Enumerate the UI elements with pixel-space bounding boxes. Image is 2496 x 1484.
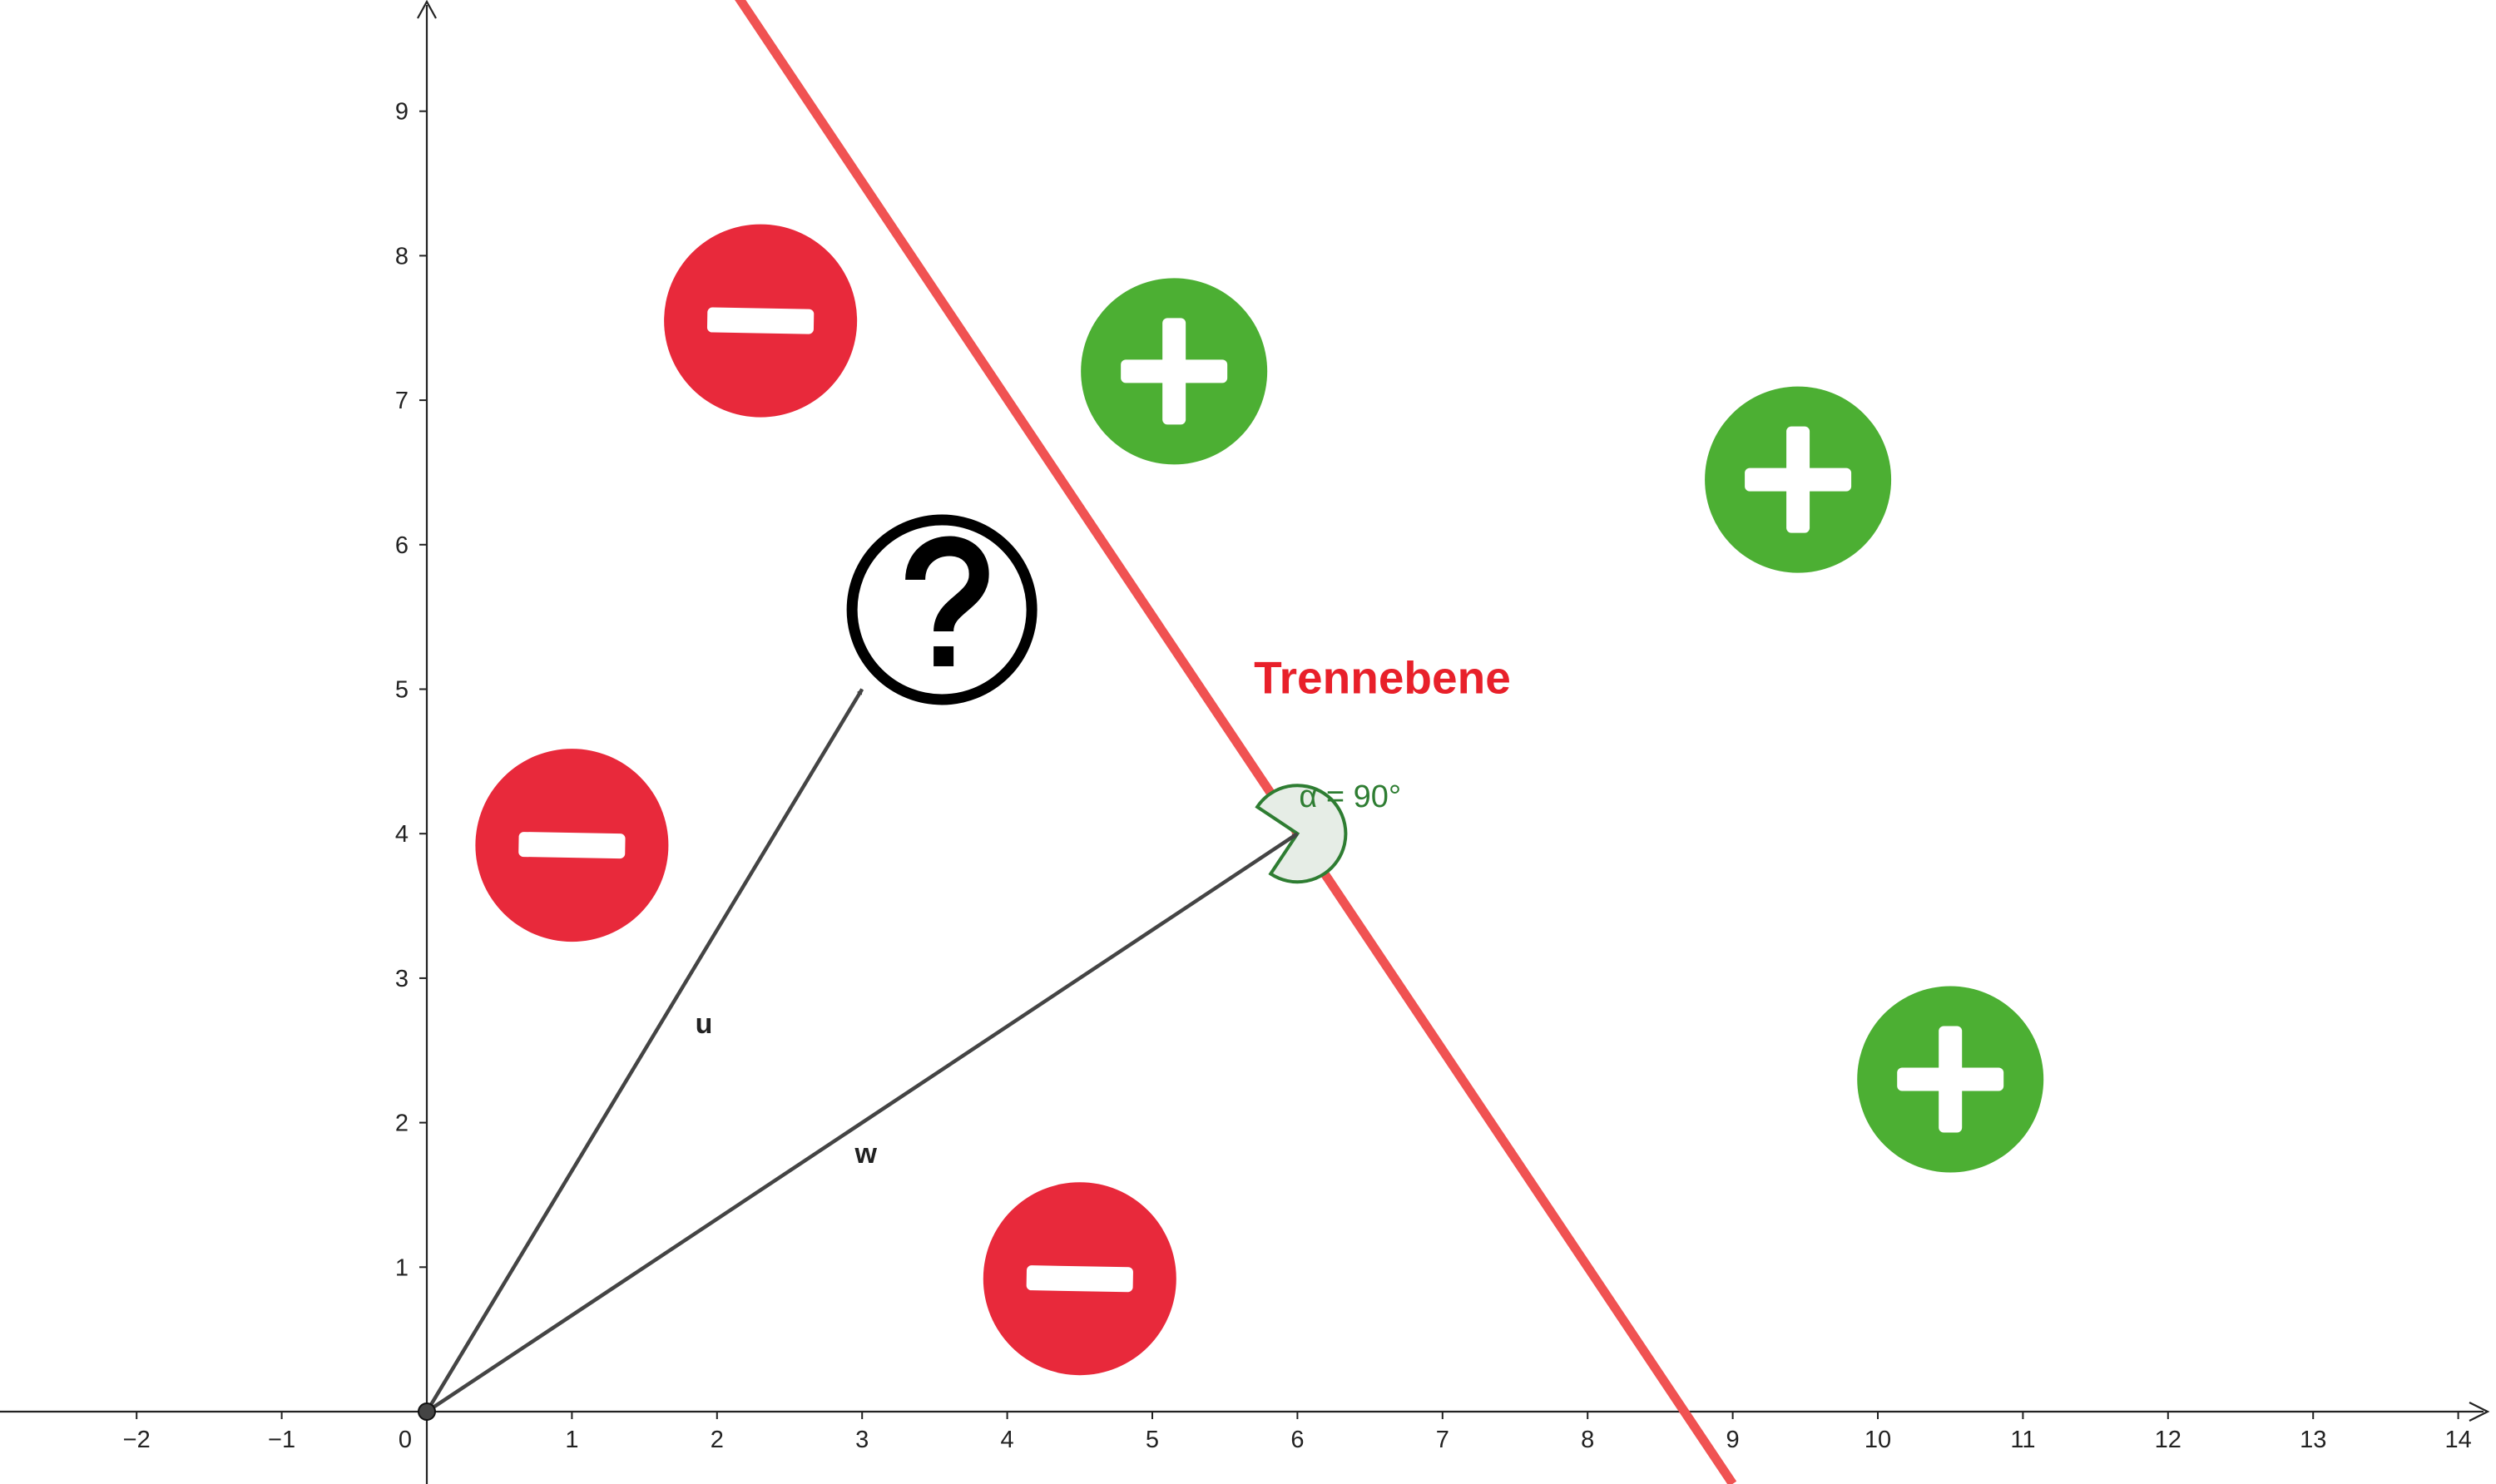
unknown-point <box>846 514 1038 705</box>
x-tick-label: 2 <box>711 1427 724 1453</box>
labels: Trennebene α = 90° u w <box>696 652 1511 1170</box>
y-tick-label: 8 <box>395 243 409 270</box>
y-tick-label: 4 <box>395 821 409 848</box>
x-tick-label: 4 <box>1001 1427 1014 1453</box>
x-tick-label: 0 <box>399 1427 412 1453</box>
x-tick-label: 11 <box>2010 1427 2035 1453</box>
angle-label: α = 90° <box>1299 779 1401 814</box>
minus-icon <box>706 307 815 334</box>
plus-vertical-bar <box>1939 1026 1963 1133</box>
right-angle-marker-group <box>1255 784 1348 884</box>
y-tick-label: 7 <box>395 388 409 414</box>
data-points <box>475 224 2044 1376</box>
question-dot <box>934 646 954 666</box>
x-tick-label: 12 <box>2155 1427 2182 1453</box>
x-tick-label: 14 <box>2444 1427 2471 1453</box>
x-tick-label: 6 <box>1290 1427 1304 1453</box>
right-angle-sector <box>1255 784 1348 884</box>
vectors <box>418 688 1299 1421</box>
plus-point <box>1081 278 1268 465</box>
x-tick-label: 9 <box>1726 1427 1740 1453</box>
y-tick-label: 9 <box>395 99 409 126</box>
minus-icon <box>518 832 626 859</box>
plus-icon <box>1897 1026 2004 1133</box>
x-tick-label: 1 <box>565 1427 578 1453</box>
x-tick-label: 3 <box>855 1427 869 1453</box>
y-tick-label: 2 <box>395 1111 409 1137</box>
x-tick-label: 5 <box>1146 1427 1159 1453</box>
question-curve <box>905 536 989 633</box>
question-icon <box>905 536 989 666</box>
plus-vertical-bar <box>1162 318 1186 425</box>
plus-icon <box>1745 426 1852 533</box>
separating-line-group <box>735 0 1737 1484</box>
minus-point <box>983 1182 1176 1376</box>
y-tick-label: 6 <box>395 532 409 559</box>
separating-line-label: Trennebene <box>1254 652 1511 704</box>
x-tick-label: −2 <box>123 1427 151 1453</box>
minus-point <box>664 224 858 418</box>
vector-u <box>425 688 864 1413</box>
x-tick-label: 7 <box>1436 1427 1449 1453</box>
origin-point <box>418 1402 436 1421</box>
y-tick-label: 3 <box>395 966 409 992</box>
minus-point <box>475 749 669 942</box>
y-tick-label: 5 <box>395 677 409 704</box>
x-tick-label: 13 <box>2300 1427 2326 1453</box>
vector-u-label: u <box>696 1008 713 1040</box>
plus-point <box>1705 386 1892 573</box>
plus-point <box>1857 986 2044 1173</box>
y-tick-label: 1 <box>395 1254 409 1281</box>
vector-w <box>425 832 1299 1413</box>
x-tick-label: −1 <box>268 1427 295 1453</box>
plus-vertical-bar <box>1786 426 1810 533</box>
minus-icon <box>1026 1265 1133 1293</box>
y-axis-arrow <box>417 0 437 19</box>
plus-icon <box>1121 318 1228 425</box>
x-tick-label: 8 <box>1581 1427 1594 1453</box>
separating-line <box>735 0 1737 1484</box>
vector-w-label: w <box>854 1138 877 1170</box>
x-tick-label: 10 <box>1865 1427 1891 1453</box>
x-axis-arrow <box>2469 1402 2490 1422</box>
